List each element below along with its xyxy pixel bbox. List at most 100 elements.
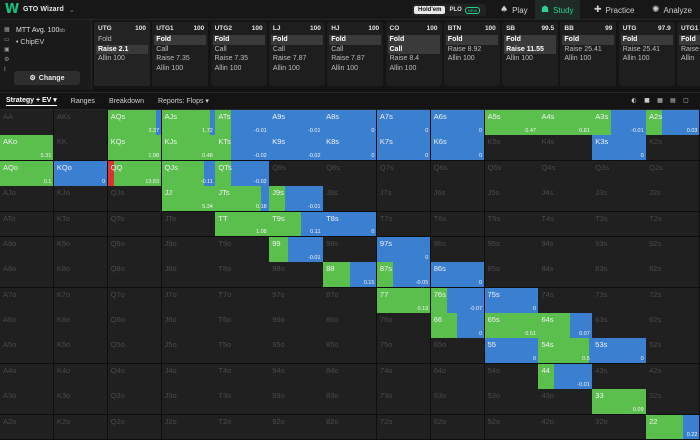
action-option[interactable]: Allin — [681, 55, 695, 62]
action-option[interactable]: Fold — [620, 35, 673, 45]
hand-cell-q4o[interactable]: Q4o — [107, 363, 163, 390]
hand-cell-j5o[interactable]: J5o — [161, 338, 216, 365]
hand-cell-95o[interactable]: 95o — [269, 338, 324, 365]
hand-cell-k8o[interactable]: K8o — [53, 262, 109, 289]
hand-cell-t8o[interactable]: T8o — [215, 262, 270, 289]
hand-cell-a2o[interactable]: A2o — [0, 414, 55, 440]
action-option[interactable]: Fold — [329, 35, 382, 45]
hand-cell-j4s[interactable]: J4s — [538, 186, 593, 213]
hand-cell-32s[interactable]: 32s — [646, 389, 700, 416]
hand-cell-85o[interactable]: 85o — [323, 338, 378, 365]
gto-wizard-logo-icon[interactable]: W — [4, 2, 20, 17]
square-view-icon[interactable]: ■ — [644, 96, 650, 104]
hand-cell-42s[interactable]: 42s — [646, 363, 700, 390]
action-option[interactable]: Allin 100 — [447, 55, 475, 62]
hand-cell-q8s[interactable]: Q8s — [323, 160, 378, 187]
hand-cell-j2o[interactable]: J2o — [161, 414, 216, 440]
hand-cell-82s[interactable]: 82s — [646, 262, 700, 289]
hand-cell-98s[interactable]: 98s — [323, 236, 378, 263]
hand-cell-52o[interactable]: 52o — [484, 414, 539, 440]
hand-cell-q6o[interactable]: Q6o — [107, 313, 163, 339]
hand-cell-73s[interactable]: 73s — [592, 287, 647, 314]
action-option[interactable]: Fold — [270, 35, 323, 45]
hand-cell-q6s[interactable]: Q6s — [430, 160, 486, 187]
hand-cell-q2s[interactable]: Q2s — [646, 160, 700, 187]
hand-cell-q9s[interactable]: Q9s — [269, 160, 324, 187]
action-option[interactable]: Allin 100 — [214, 64, 242, 72]
hand-cell-63o[interactable]: 63o — [430, 389, 486, 416]
action-option[interactable]: Raise 11.55 — [504, 44, 557, 54]
hand-cell-j5s[interactable]: J5s — [484, 186, 539, 213]
hand-cell-k4s[interactable]: K4s — [538, 135, 593, 162]
hand-cell-97s[interactable]: 97s 0 — [376, 236, 432, 263]
hand-cell-92o[interactable]: 92o — [269, 414, 324, 440]
holdem-button[interactable]: Hold'em — [414, 6, 446, 14]
action-option[interactable]: Fold — [504, 35, 557, 45]
hand-cell-86o[interactable]: 86o — [323, 313, 378, 339]
tab-strategy-ev[interactable]: Strategy + EV ▾ — [6, 97, 57, 106]
position-card-utg2[interactable]: UTG2 100 Fold Call Raise 7.35 Allin 100 — [210, 22, 267, 86]
folder-icon[interactable]: ▭ — [4, 36, 10, 43]
nav-tab-play[interactable]: ♠ Play — [494, 0, 534, 20]
hand-cell-75s[interactable]: 75s 0 — [484, 287, 539, 314]
hand-cell-76o[interactable]: 76o — [376, 313, 432, 339]
hand-cell-83s[interactable]: 83s — [592, 262, 647, 289]
palette-icon[interactable]: ◐ — [631, 96, 637, 104]
action-option[interactable]: Call — [387, 44, 440, 54]
action-option[interactable]: Allin 100 — [272, 64, 300, 72]
hand-cell-t9s[interactable]: T9s 0.11 — [269, 211, 324, 238]
hand-cell-qto[interactable]: QTo — [107, 211, 163, 238]
gear-icon[interactable]: ⚙ — [4, 56, 10, 63]
expand-icon[interactable]: ▢ — [683, 96, 689, 104]
action-option[interactable]: Raise 7.87 — [331, 55, 365, 62]
hand-cell-82o[interactable]: 82o — [323, 414, 378, 440]
position-card-sb[interactable]: SB 99.5 Fold Raise 11.55 Allin 100 — [502, 22, 559, 86]
hand-cell-77[interactable]: 77 0.19 — [376, 287, 432, 314]
hand-cell-84o[interactable]: 84o — [323, 363, 378, 390]
action-option[interactable]: Raise 7.35 — [156, 55, 190, 62]
action-option[interactable]: Allin 100 — [331, 64, 359, 72]
hand-cell-53s[interactable]: 53s 0 — [592, 338, 647, 365]
action-option[interactable]: Fold — [445, 35, 498, 45]
hand-cell-72s[interactable]: 72s — [646, 287, 700, 314]
hand-cell-kk[interactable]: KK — [53, 135, 109, 162]
hand-cell-k6o[interactable]: K6o — [53, 313, 109, 339]
hand-cell-72o[interactable]: 72o — [376, 414, 432, 440]
hand-cell-j6o[interactable]: J6o — [161, 313, 216, 339]
hand-cell-t6o[interactable]: T6o — [215, 313, 270, 339]
hand-cell-aks[interactable]: AKs — [53, 110, 109, 136]
hand-cell-43o[interactable]: 43o — [538, 389, 593, 416]
action-option[interactable]: Fold — [387, 35, 440, 45]
hand-cell-k2s[interactable]: K2s — [646, 135, 700, 162]
action-option[interactable]: Call — [272, 45, 285, 53]
hand-cell-q5s[interactable]: Q5s — [484, 160, 539, 187]
hand-cell-q8o[interactable]: Q8o — [107, 262, 163, 289]
hand-cell-a8o[interactable]: A8o — [0, 262, 55, 289]
hand-cell-64o[interactable]: 64o — [430, 363, 486, 390]
hand-cell-j9o[interactable]: J9o — [161, 236, 216, 263]
hand-cell-j2s[interactable]: J2s — [646, 186, 700, 213]
position-card-btn[interactable]: BTN 100 Fold Raise 8.92 Allin 100 — [443, 22, 500, 86]
hand-cell-62s[interactable]: 62s — [646, 313, 700, 339]
hand-cell-65o[interactable]: 65o — [430, 338, 486, 365]
action-option[interactable]: Raise 25.41 — [622, 45, 661, 53]
hand-cell-t4o[interactable]: T4o — [215, 363, 270, 390]
hand-cell-k7s[interactable]: K7s 0 — [376, 135, 432, 162]
action-option[interactable]: Raise 8.92 — [447, 45, 482, 53]
hand-cell-aa[interactable]: AA — [0, 110, 55, 136]
hand-cell-t9o[interactable]: T9o — [215, 236, 270, 263]
action-option[interactable]: Raise — [681, 45, 699, 53]
position-card-hj[interactable]: HJ 100 Fold Call Raise 7.87 Allin 100 — [327, 22, 384, 86]
hand-cell-t8s[interactable]: T8s 0 — [323, 211, 378, 238]
hand-cell-k4o[interactable]: K4o — [53, 363, 109, 390]
hand-cell-aqs[interactable]: AQs 3.37 — [107, 110, 163, 136]
hand-cell-96s[interactable]: 96s — [430, 236, 486, 263]
hand-cell-87o[interactable]: 87o — [323, 287, 378, 314]
hand-cell-a4o[interactable]: A4o — [0, 363, 55, 390]
hand-cell-kqs[interactable]: KQs 1.98 — [107, 135, 163, 162]
hand-cell-99[interactable]: 99 -0.01 — [269, 236, 324, 263]
action-option[interactable]: Allin 100 — [564, 55, 592, 62]
hand-cell-74s[interactable]: 74s — [538, 287, 593, 314]
hand-cell-kjo[interactable]: KJo — [53, 186, 109, 213]
hand-cell-qts[interactable]: QTs -0.02 — [215, 160, 270, 187]
